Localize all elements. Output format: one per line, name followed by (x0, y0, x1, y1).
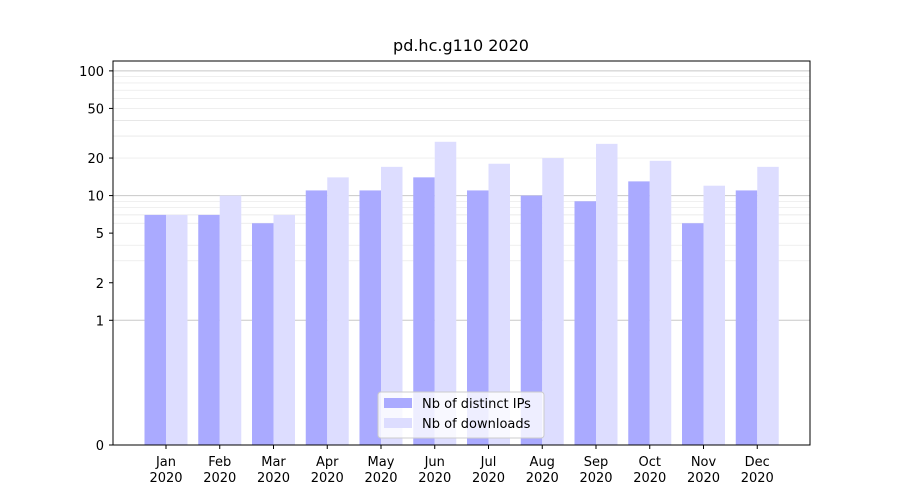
y-tick-label: 0 (96, 439, 104, 454)
x-tick-label-month: Sep (584, 455, 609, 470)
bar-downloads (381, 166, 403, 445)
bar-distinct-ips (359, 190, 381, 445)
y-tick-label: 5 (96, 227, 104, 242)
x-tick-label-month: Feb (208, 455, 231, 470)
x-tick-label-year: 2020 (526, 471, 559, 486)
plot-area (112, 60, 811, 446)
y-tick-label: 1 (96, 314, 104, 329)
x-axis: Jan2020Feb2020Mar2020Apr2020May2020Jun20… (149, 445, 774, 486)
x-tick-label-year: 2020 (579, 471, 612, 486)
y-tick-label: 50 (87, 102, 104, 117)
legend-label: Nb of downloads (422, 417, 531, 432)
bar-downloads (273, 214, 295, 445)
x-tick-label-month: Nov (691, 455, 717, 470)
bar-downloads (757, 166, 779, 445)
bar-downloads (434, 141, 457, 445)
x-tick-label-year: 2020 (472, 471, 505, 486)
bar-downloads (703, 185, 725, 445)
y-tick-label: 20 (87, 152, 104, 167)
bar-distinct-ips (520, 195, 543, 445)
bar-downloads (166, 214, 188, 445)
bar-downloads (488, 163, 510, 445)
bar-distinct-ips (144, 214, 166, 445)
legend-swatch (384, 398, 412, 408)
bar-downloads (542, 158, 564, 445)
bar-downloads (596, 143, 618, 446)
x-tick-label-year: 2020 (311, 471, 344, 486)
x-tick-label-year: 2020 (149, 471, 182, 486)
bar-downloads (219, 195, 242, 445)
x-tick-label-month: May (368, 455, 395, 470)
x-tick-label-year: 2020 (418, 471, 451, 486)
x-tick-label-month: Apr (316, 455, 339, 470)
y-tick-label: 10 (87, 190, 104, 205)
x-tick-label-year: 2020 (741, 471, 774, 486)
bar-distinct-ips (252, 223, 274, 445)
x-tick-label-year: 2020 (257, 471, 290, 486)
x-tick-label-month: Mar (261, 455, 286, 470)
bar-downloads (649, 160, 672, 445)
y-tick-label: 2 (96, 277, 104, 292)
x-tick-label-month: Jun (424, 455, 445, 470)
x-tick-label-year: 2020 (687, 471, 720, 486)
bar-downloads (327, 177, 349, 445)
x-tick-label-month: Dec (745, 455, 770, 470)
x-tick-label-year: 2020 (203, 471, 236, 486)
bar-distinct-ips (413, 177, 435, 445)
bar-distinct-ips (198, 214, 220, 445)
x-tick-label-month: Aug (530, 455, 555, 470)
bar-distinct-ips (628, 181, 650, 445)
x-tick-label-month: Jul (480, 455, 497, 470)
x-tick-label-year: 2020 (633, 471, 666, 486)
legend-swatch (384, 418, 412, 428)
bar-distinct-ips (574, 201, 596, 445)
x-tick-label-month: Oct (639, 455, 661, 470)
bars (144, 141, 779, 446)
bar-distinct-ips (735, 190, 758, 445)
x-tick-label-month: Jan (155, 455, 176, 470)
bar-distinct-ips (682, 223, 704, 445)
legend: Nb of distinct IPs Nb of downloads (377, 391, 545, 439)
bar-distinct-ips (305, 190, 328, 445)
legend-label: Nb of distinct IPs (422, 397, 531, 412)
y-axis: 0 1 2 5 10 20 50 100 (79, 65, 113, 454)
legend-box (377, 391, 545, 439)
y-tick-label: 100 (79, 65, 104, 80)
bar-distinct-ips (467, 190, 489, 445)
x-tick-label-year: 2020 (364, 471, 397, 486)
chart-title: pd.hc.g110 2020 (393, 36, 529, 55)
